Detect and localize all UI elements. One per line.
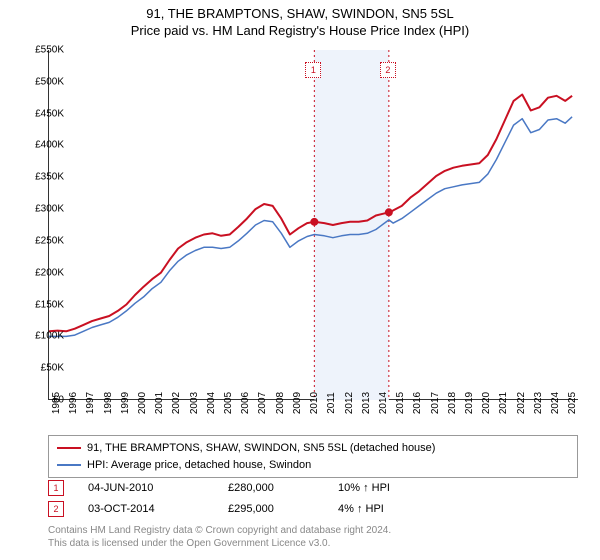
xtick-label: 2002 <box>171 392 182 414</box>
xtick-label: 2020 <box>481 392 492 414</box>
xtick-label: 2010 <box>309 392 320 414</box>
xtick-label: 2023 <box>533 392 544 414</box>
xtick-label: 2004 <box>206 392 217 414</box>
xtick-label: 2013 <box>361 392 372 414</box>
sale-marker-label: 2 <box>380 62 396 78</box>
ytick-label: £200K <box>35 267 64 278</box>
sale-badge-1: 1 <box>48 480 64 496</box>
footer-line-1: Contains HM Land Registry data © Crown c… <box>48 524 578 537</box>
plot-svg <box>49 50 579 400</box>
ytick-label: £500K <box>35 76 64 87</box>
xtick-label: 1996 <box>68 392 79 414</box>
xtick-label: 2019 <box>464 392 475 414</box>
xtick-label: 1997 <box>85 392 96 414</box>
ytick-label: £50K <box>41 363 64 374</box>
ytick-label: £250K <box>35 235 64 246</box>
legend-swatch-1 <box>57 447 81 449</box>
title-line-1: 91, THE BRAMPTONS, SHAW, SWINDON, SN5 5S… <box>0 6 600 23</box>
xtick-label: 2005 <box>223 392 234 414</box>
xtick-label: 2000 <box>137 392 148 414</box>
chart-container: 91, THE BRAMPTONS, SHAW, SWINDON, SN5 5S… <box>0 0 600 560</box>
sale-date-1: 04-JUN-2010 <box>88 478 228 499</box>
xtick-label: 2014 <box>378 392 389 414</box>
sale-badge-2-num: 2 <box>53 501 58 518</box>
ytick-label: £550K <box>35 45 64 56</box>
xtick-label: 2015 <box>395 392 406 414</box>
ytick-label: £300K <box>35 204 64 215</box>
sale-marker-label: 1 <box>305 62 321 78</box>
footer-line-2: This data is licensed under the Open Gov… <box>48 537 578 550</box>
xtick-label: 2024 <box>550 392 561 414</box>
xtick-label: 1995 <box>51 392 62 414</box>
xtick-label: 2018 <box>447 392 458 414</box>
sale-pct-1: 10% ↑ HPI <box>338 478 438 499</box>
ytick-label: £400K <box>35 140 64 151</box>
xtick-label: 2025 <box>567 392 578 414</box>
ytick-label: £350K <box>35 172 64 183</box>
plot <box>48 50 578 400</box>
legend-item-1: 91, THE BRAMPTONS, SHAW, SWINDON, SN5 5S… <box>57 440 569 457</box>
ytick-label: £100K <box>35 331 64 342</box>
sale-row-2: 2 03-OCT-2014 £295,000 4% ↑ HPI <box>48 499 578 520</box>
chart-area <box>48 50 578 400</box>
xtick-label: 2012 <box>344 392 355 414</box>
sales-table: 1 04-JUN-2010 £280,000 10% ↑ HPI 2 03-OC… <box>48 478 578 520</box>
sale-badge-1-num: 1 <box>53 480 58 497</box>
legend-label-1: 91, THE BRAMPTONS, SHAW, SWINDON, SN5 5S… <box>87 440 435 457</box>
sale-date-2: 03-OCT-2014 <box>88 499 228 520</box>
xtick-label: 2008 <box>275 392 286 414</box>
xtick-label: 2022 <box>516 392 527 414</box>
xtick-label: 2001 <box>154 392 165 414</box>
legend-swatch-2 <box>57 464 81 466</box>
ytick-label: £150K <box>35 299 64 310</box>
title-block: 91, THE BRAMPTONS, SHAW, SWINDON, SN5 5S… <box>0 0 600 40</box>
sale-price-2: £295,000 <box>228 499 338 520</box>
xtick-label: 2017 <box>430 392 441 414</box>
xtick-label: 2009 <box>292 392 303 414</box>
xtick-label: 2016 <box>412 392 423 414</box>
legend-item-2: HPI: Average price, detached house, Swin… <box>57 457 569 474</box>
xtick-label: 2011 <box>326 392 337 414</box>
sale-badge-2: 2 <box>48 501 64 517</box>
sale-price-1: £280,000 <box>228 478 338 499</box>
xtick-label: 1998 <box>103 392 114 414</box>
xtick-label: 2007 <box>257 392 268 414</box>
sale-row-1: 1 04-JUN-2010 £280,000 10% ↑ HPI <box>48 478 578 499</box>
ytick-label: £450K <box>35 108 64 119</box>
title-line-2: Price paid vs. HM Land Registry's House … <box>0 23 600 40</box>
legend: 91, THE BRAMPTONS, SHAW, SWINDON, SN5 5S… <box>48 435 578 478</box>
xtick-label: 2003 <box>189 392 200 414</box>
footer: Contains HM Land Registry data © Crown c… <box>48 524 578 550</box>
xtick-label: 2021 <box>498 392 509 414</box>
legend-label-2: HPI: Average price, detached house, Swin… <box>87 457 311 474</box>
xtick-label: 2006 <box>240 392 251 414</box>
xtick-label: 1999 <box>120 392 131 414</box>
sale-pct-2: 4% ↑ HPI <box>338 499 438 520</box>
